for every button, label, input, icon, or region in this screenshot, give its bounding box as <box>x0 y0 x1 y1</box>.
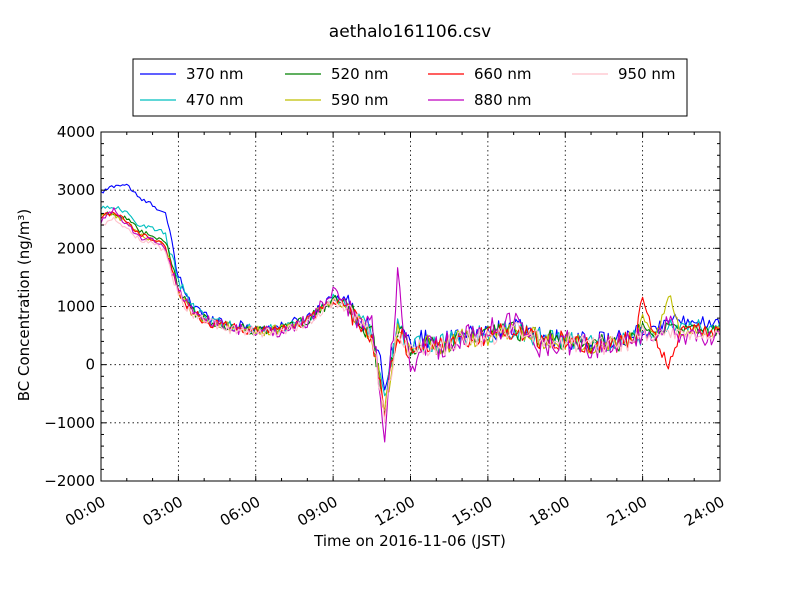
series-line-370-nm <box>101 183 720 391</box>
x-tick-label: 18:00 <box>526 493 572 530</box>
legend-box <box>132 58 688 117</box>
legend-label: 880 nm <box>474 91 532 109</box>
x-tick-label: 00:00 <box>62 493 108 530</box>
y-tick-label: 3000 <box>57 181 95 199</box>
x-axis-label: Time on 2016-11-06 (JST) <box>313 532 506 550</box>
legend-label: 470 nm <box>186 91 244 109</box>
x-tick-label: 15:00 <box>449 493 495 530</box>
series-line-950-nm <box>101 216 720 424</box>
series-layer <box>101 183 720 443</box>
x-tick-label: 06:00 <box>217 493 263 530</box>
legend-label: 950 nm <box>618 65 676 83</box>
legend-label: 660 nm <box>474 65 532 83</box>
y-tick-label: 1000 <box>57 298 95 316</box>
ticks: 00:00 03:00 06:00 09:00 12:00 15:00 18:00 21:00… <box>44 123 727 530</box>
series-line-880-nm <box>101 207 720 443</box>
x-tick-label: 24:00 <box>681 493 727 530</box>
legend-item: 520 nm <box>285 65 389 83</box>
y-axis-label: BC Concentration (ng/m³) <box>15 209 33 402</box>
x-tick-label: 12:00 <box>372 493 418 530</box>
y-tick-label: −2000 <box>44 472 95 490</box>
legend-label: 590 nm <box>331 91 389 109</box>
x-tick-label: 03:00 <box>140 493 186 530</box>
x-tick-label: 21:00 <box>604 493 650 530</box>
x-tick-label: 09:00 <box>294 493 340 530</box>
legend-item: 370 nm <box>140 65 244 83</box>
y-tick-label: 4000 <box>57 123 95 141</box>
legend: 370 nm 470 nm 520 nm 590 nm 660 nm 880 nm 950 … <box>132 58 688 117</box>
legend-item: 880 nm <box>428 91 532 109</box>
legend-label: 370 nm <box>186 65 244 83</box>
legend-item: 470 nm <box>140 91 244 109</box>
y-tick-label: 0 <box>85 356 95 374</box>
legend-item: 590 nm <box>285 91 389 109</box>
legend-label: 520 nm <box>331 65 389 83</box>
y-tick-label: 2000 <box>57 239 95 257</box>
chart-title: aethalo161106.csv <box>329 22 491 42</box>
legend-item: 660 nm <box>428 65 532 83</box>
series-line-590-nm <box>101 212 720 410</box>
y-tick-label: −1000 <box>44 414 95 432</box>
legend-item: 950 nm <box>572 65 676 83</box>
